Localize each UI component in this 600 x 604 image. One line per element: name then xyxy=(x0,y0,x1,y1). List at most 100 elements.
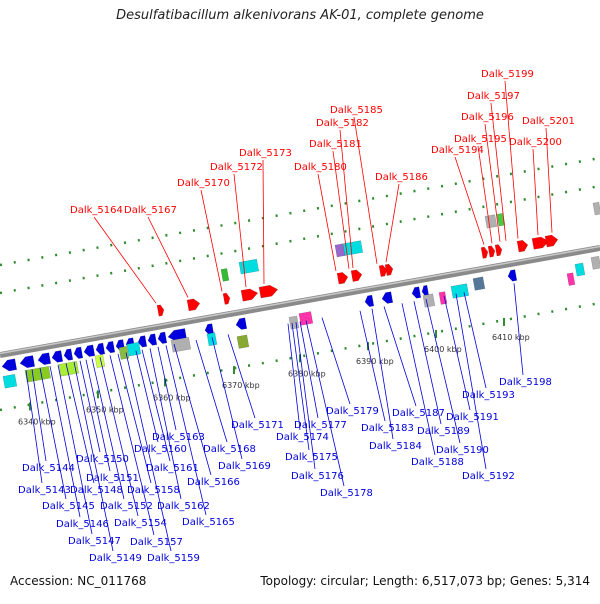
feature-box xyxy=(2,373,18,389)
feature-box-shape xyxy=(220,268,230,282)
reverse-gene-leader xyxy=(211,337,243,460)
reverse-gene-arrow-shape xyxy=(364,294,375,307)
accession-label: Accession: NC_011768 xyxy=(10,574,147,588)
forward-gene-arrow-shape xyxy=(480,246,489,259)
forward-gene-arrow-shape xyxy=(487,245,496,258)
forward-gene-leader xyxy=(317,173,337,272)
forward-gene-label: Dalk_5197 xyxy=(467,91,520,102)
feature-box xyxy=(206,332,218,347)
forward-gene-leader xyxy=(339,129,354,269)
reverse-gene-leader xyxy=(195,339,228,443)
reverse-gene-leader xyxy=(85,359,111,472)
reverse-gene-label: Dalk_5168 xyxy=(203,444,256,455)
reverse-gene-label: Dalk_5144 xyxy=(22,463,75,474)
reverse-gene-arrow-shape xyxy=(95,342,106,355)
reverse-gene-arrow-shape xyxy=(37,352,52,365)
reverse-gene-label: Dalk_5158 xyxy=(127,485,180,496)
reverse-gene-arrow-shape xyxy=(51,350,64,363)
forward-gene-leader xyxy=(353,116,378,264)
forward-gene-arrow-shape xyxy=(240,288,259,302)
reverse-gene-arrow-shape xyxy=(147,333,158,346)
reverse-gene-label: Dalk_5188 xyxy=(411,457,464,468)
feature-box-shape xyxy=(170,336,192,353)
forward-gene-leader xyxy=(93,216,157,304)
forward-gene-label: Dalk_5173 xyxy=(239,148,292,159)
reverse-gene-arrow-shape xyxy=(83,344,96,357)
reverse-gene-label: Dalk_5171 xyxy=(231,420,284,431)
forward-gene-label: Dalk_5194 xyxy=(431,145,484,156)
reverse-gene-leader xyxy=(149,348,182,500)
reverse-gene-label: Dalk_5184 xyxy=(369,441,422,452)
forward-gene-arrow-shape xyxy=(156,304,165,317)
forward-gene-label: Dalk_5164 xyxy=(70,205,123,216)
forward-gene-label: Dalk_5167 xyxy=(124,205,177,216)
forward-gene-arrow-shape xyxy=(350,269,363,282)
forward-gene-label: Dalk_5186 xyxy=(375,172,428,183)
reverse-gene-arrow xyxy=(51,350,64,363)
forward-gene-arrow xyxy=(258,285,279,299)
reverse-gene-label: Dalk_5163 xyxy=(152,432,205,443)
feature-box-shape xyxy=(342,240,364,256)
feature-box-shape xyxy=(590,255,600,270)
reverse-gene-leader xyxy=(425,298,461,444)
feature-box-shape xyxy=(574,262,586,277)
reverse-gene-leader xyxy=(383,306,417,407)
forward-gene-arrow xyxy=(480,246,489,259)
feature-box xyxy=(24,365,51,383)
forward-gene-label: Dalk_5172 xyxy=(210,162,263,173)
reverse-gene-label: Dalk_5190 xyxy=(436,445,489,456)
reverse-gene-leader xyxy=(227,334,256,419)
forward-gene-leader xyxy=(504,80,519,239)
reverse-gene-label: Dalk_5174 xyxy=(276,432,329,443)
reverse-gene-arrow-shape xyxy=(235,317,248,330)
reverse-gene-leader xyxy=(413,301,442,425)
reverse-gene-label: Dalk_5162 xyxy=(157,501,210,512)
feature-box xyxy=(450,283,470,299)
reverse-gene-label: Dalk_5166 xyxy=(187,477,240,488)
reverse-gene-leader xyxy=(295,322,316,470)
feature-box-shape xyxy=(288,315,300,330)
forward-gene-leader xyxy=(332,150,350,269)
reverse-gene-label: Dalk_5177 xyxy=(294,420,347,431)
reverse-gene-leader xyxy=(31,369,47,462)
reverse-gene-leader xyxy=(135,350,159,443)
forward-gene-leader xyxy=(532,148,539,236)
reverse-gene-leader xyxy=(165,345,207,516)
reverse-gene-arrow-shape xyxy=(421,284,430,297)
reverse-gene-label: Dalk_5165 xyxy=(182,517,235,528)
reverse-gene-label: Dalk_5179 xyxy=(326,406,379,417)
reverse-gene-leader xyxy=(321,317,351,405)
feature-box xyxy=(220,268,230,282)
reverse-gene-arrow-shape xyxy=(411,286,422,299)
reverse-gene-label: Dalk_5189 xyxy=(417,426,470,437)
forward-gene-leader xyxy=(484,123,501,242)
reverse-gene-label: Dalk_5169 xyxy=(218,461,271,472)
reverse-gene-label: Dalk_5187 xyxy=(392,408,445,419)
feature-box xyxy=(94,354,106,369)
genome-backbone-highlight xyxy=(0,245,600,355)
reverse-gene-leader xyxy=(99,357,139,517)
reverse-gene-arrow xyxy=(157,331,168,344)
feature-box-shape xyxy=(236,334,250,349)
reverse-gene-label: Dalk_5145 xyxy=(42,501,95,512)
forward-gene-arrow xyxy=(544,234,559,248)
reverse-gene-leader xyxy=(291,322,310,451)
feature-box-shape xyxy=(422,293,436,308)
feature-box xyxy=(422,293,436,308)
reverse-gene-arrow xyxy=(204,323,215,336)
reverse-gene-arrow-shape xyxy=(105,340,116,354)
forward-gene-arrow xyxy=(384,263,394,276)
feature-box xyxy=(126,341,142,357)
feature-box xyxy=(592,201,600,216)
reverse-gene-label: Dalk_5192 xyxy=(462,471,515,482)
feature-box xyxy=(288,315,300,330)
reverse-gene-label: Dalk_5151 xyxy=(86,473,139,484)
reverse-gene-arrow xyxy=(411,286,422,299)
forward-gene-leader xyxy=(490,102,507,241)
forward-gene-leader xyxy=(200,189,223,292)
feature-box-shape xyxy=(24,365,51,383)
forward-gene-arrow xyxy=(156,304,165,317)
forward-gene-arrow xyxy=(487,245,496,258)
forward-gene-arrow-shape xyxy=(516,239,529,253)
